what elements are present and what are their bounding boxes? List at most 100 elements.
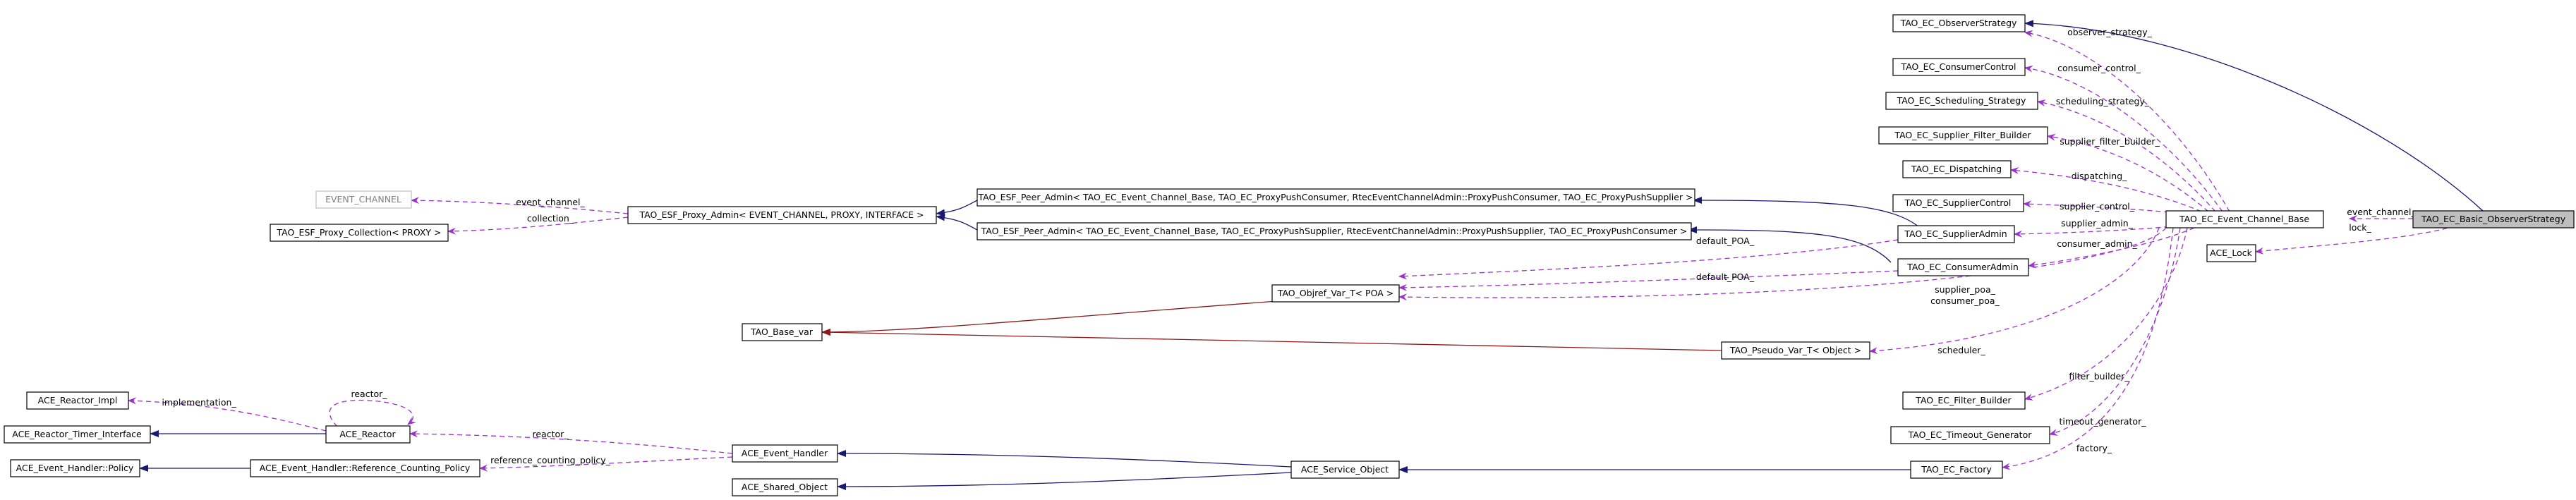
edge-label-collection: collection_	[527, 213, 574, 224]
node-supplier-admin[interactable]: TAO_EC_SupplierAdmin	[1897, 225, 2015, 243]
svg-text:TAO_EC_ConsumerAdmin: TAO_EC_ConsumerAdmin	[1906, 262, 2019, 272]
edge-filter-builder	[2024, 227, 2188, 401]
node-observer-strategy[interactable]: TAO_EC_ObserverStrategy	[1892, 14, 2026, 32]
svg-text:TAO_EC_Filter_Builder: TAO_EC_Filter_Builder	[1915, 395, 2012, 406]
edge-reactor-self	[329, 399, 416, 427]
edge-basic-observer-inherits-observer-strategy	[2024, 20, 2484, 212]
node-reactor-impl[interactable]: ACE_Reactor_Impl	[26, 391, 129, 410]
edge-peer-admin-consumer-inherits-proxy-admin	[936, 200, 978, 217]
svg-text:TAO_EC_Dispatching: TAO_EC_Dispatching	[1911, 164, 2002, 174]
svg-text:TAO_EC_ConsumerControl: TAO_EC_ConsumerControl	[1901, 61, 2016, 72]
edge-service-object-inherits-shared-object	[837, 472, 1292, 490]
svg-text:TAO_EC_Timeout_Generator: TAO_EC_Timeout_Generator	[1908, 429, 2033, 440]
node-reactor[interactable]: ACE_Reactor	[325, 425, 411, 444]
svg-text:ACE_Service_Object: ACE_Service_Object	[1301, 464, 1389, 475]
node-ec-factory[interactable]: TAO_EC_Factory	[1910, 461, 2003, 479]
svg-text:ACE_Lock: ACE_Lock	[2210, 248, 2252, 258]
svg-text:TAO_EC_SupplierControl: TAO_EC_SupplierControl	[1904, 197, 2012, 208]
edge-pseudo-var-to-base-var	[821, 329, 1722, 351]
svg-text:TAO_ESF_Proxy_Admin< EVENT_CHA: TAO_ESF_Proxy_Admin< EVENT_CHANNEL, PROX…	[639, 209, 924, 220]
edges	[128, 20, 2484, 490]
node-dispatching[interactable]: TAO_EC_Dispatching	[1902, 160, 2012, 178]
node-event-channel-base[interactable]: TAO_EC_Event_Channel_Base	[2165, 210, 2324, 228]
node-reference-counting-policy[interactable]: ACE_Event_Handler::Reference_Counting_Po…	[250, 459, 480, 477]
svg-text:TAO_EC_Factory: TAO_EC_Factory	[1921, 464, 1992, 475]
edge-supplier-admin-inherits-peer-admin	[1693, 197, 1920, 228]
node-consumer-control[interactable]: TAO_EC_ConsumerControl	[1892, 58, 2026, 76]
edge-labels: observer_strategy_ consumer_control_ sch…	[162, 27, 2416, 465]
node-base-var[interactable]: TAO_Base_var	[742, 323, 823, 341]
edge-scheduler	[1869, 227, 2160, 355]
edge-consumer-admin-inherits-peer-admin	[1688, 226, 1892, 263]
svg-text:TAO_EC_ObserverStrategy: TAO_EC_ObserverStrategy	[1900, 18, 2017, 28]
node-service-object[interactable]: ACE_Service_Object	[1290, 461, 1400, 479]
edge-observer-strategy	[2024, 30, 2230, 212]
node-shared-object[interactable]: ACE_Shared_Object	[732, 478, 838, 496]
svg-text:TAO_EC_Basic_ObserverStrategy: TAO_EC_Basic_ObserverStrategy	[2421, 214, 2566, 224]
svg-text:TAO_Base_var: TAO_Base_var	[750, 327, 814, 337]
edge-label-supplier-filter-builder: supplier_filter_builder_	[2060, 136, 2160, 147]
svg-text:ACE_Event_Handler::Policy: ACE_Event_Handler::Policy	[16, 463, 134, 473]
svg-text:EVENT_CHANNEL: EVENT_CHANNEL	[325, 194, 401, 205]
svg-text:TAO_EC_SupplierAdmin: TAO_EC_SupplierAdmin	[1904, 228, 2007, 239]
svg-text:TAO_EC_Scheduling_Strategy: TAO_EC_Scheduling_Strategy	[1897, 95, 2026, 106]
node-peer-admin-consumer[interactable]: TAO_ESF_Peer_Admin< TAO_EC_Event_Channel…	[976, 188, 1695, 207]
svg-text:ACE_Reactor_Impl: ACE_Reactor_Impl	[38, 395, 118, 406]
svg-text:ACE_Reactor: ACE_Reactor	[339, 429, 396, 439]
edge-reactor	[409, 430, 733, 454]
svg-text:TAO_Objref_Var_T< POA >: TAO_Objref_Var_T< POA >	[1277, 288, 1393, 298]
edge-label-consumer-control: consumer_control_	[2057, 63, 2141, 73]
edge-consumer-control	[2024, 65, 2223, 212]
edge-supplier-consumer-poa	[1398, 227, 2167, 301]
edge-label-factory: factory_	[2076, 443, 2112, 453]
node-scheduling-strategy[interactable]: TAO_EC_Scheduling_Strategy	[1885, 92, 2038, 110]
edge-scheduling-strategy	[2037, 99, 2216, 212]
edge-label-filter-builder: filter_builder_	[2069, 371, 2129, 382]
node-consumer-admin[interactable]: TAO_EC_ConsumerAdmin	[1897, 258, 2029, 276]
edge-reference-counting-policy	[479, 456, 733, 472]
svg-text:TAO_EC_Supplier_Filter_Builder: TAO_EC_Supplier_Filter_Builder	[1894, 130, 2031, 140]
node-event-channel-param[interactable]: EVENT_CHANNEL	[315, 190, 412, 209]
node-event-handler-policy[interactable]: ACE_Event_Handler::Policy	[10, 459, 140, 477]
edge-peer-admin-supplier-inherits-proxy-admin	[936, 214, 978, 231]
edge-objref-var-to-base-var	[821, 300, 1278, 336]
node-reactor-timer-interface[interactable]: ACE_Reactor_Timer_Interface	[4, 425, 151, 444]
edge-label-supplier-admin: supplier_admin_	[2061, 218, 2133, 228]
edge-label-default-poa-1: default_POA_	[1696, 236, 1755, 246]
edge-label-ec-event-channel: event_channel_	[516, 197, 585, 207]
node-timeout-generator[interactable]: TAO_EC_Timeout_Generator	[1890, 426, 2050, 444]
node-supplier-filter-builder[interactable]: TAO_EC_Supplier_Filter_Builder	[1878, 126, 2048, 145]
edge-label-event-channel: event_channel_	[2347, 207, 2416, 217]
node-filter-builder[interactable]: TAO_EC_Filter_Builder	[1902, 391, 2026, 410]
edge-default-poa-2	[1398, 270, 1899, 291]
svg-text:ACE_Event_Handler::Reference_C: ACE_Event_Handler::Reference_Counting_Po…	[260, 463, 471, 473]
edge-label-observer-strategy: observer_strategy_	[2067, 27, 2153, 37]
edge-label-supplier-control: supplier_control_	[2060, 201, 2135, 212]
svg-text:TAO_Pseudo_Var_T< Object >: TAO_Pseudo_Var_T< Object >	[1729, 345, 1861, 355]
edge-label-reactor-self: reactor_	[351, 389, 387, 399]
edge-label-supplier-poa: supplier_poa_	[1935, 284, 1996, 295]
edge-service-object-inherits-event-handler	[837, 450, 1292, 468]
node-proxy-collection[interactable]: TAO_ESF_Proxy_Collection< PROXY >	[270, 224, 449, 242]
node-ace-lock[interactable]: ACE_Lock	[2206, 244, 2256, 262]
edge-implementation	[128, 397, 327, 432]
nodes: TAO_EC_Basic_ObserverStrategy TAO_EC_Eve…	[4, 14, 2575, 496]
node-proxy-admin[interactable]: TAO_ESF_Proxy_Admin< EVENT_CHANNEL, PROX…	[627, 206, 937, 224]
node-supplier-control[interactable]: TAO_EC_SupplierControl	[1892, 194, 2024, 212]
node-event-handler[interactable]: ACE_Event_Handler	[732, 444, 838, 463]
node-peer-admin-supplier[interactable]: TAO_ESF_Peer_Admin< TAO_EC_Event_Channel…	[976, 222, 1692, 240]
edge-label-consumer-admin: consumer_admin_	[2057, 238, 2137, 249]
node-basic-observer-strategy[interactable]: TAO_EC_Basic_ObserverStrategy	[2412, 210, 2575, 228]
edge-label-reactor: reactor_	[532, 429, 569, 439]
edge-label-reference-counting-policy: reference_counting_policy_	[490, 455, 611, 465]
svg-text:TAO_ESF_Proxy_Collection< PROX: TAO_ESF_Proxy_Collection< PROXY >	[276, 227, 441, 238]
svg-text:TAO_ESF_Peer_Admin< TAO_EC_Eve: TAO_ESF_Peer_Admin< TAO_EC_Event_Channel…	[977, 192, 1693, 202]
edge-supplier-filter-builder	[2047, 133, 2209, 212]
svg-text:ACE_Reactor_Timer_Interface: ACE_Reactor_Timer_Interface	[12, 429, 142, 439]
svg-text:ACE_Shared_Object: ACE_Shared_Object	[742, 482, 828, 492]
svg-text:TAO_ESF_Peer_Admin< TAO_EC_Eve: TAO_ESF_Peer_Admin< TAO_EC_Event_Channel…	[981, 226, 1688, 236]
node-pseudo-var[interactable]: TAO_Pseudo_Var_T< Object >	[1721, 341, 1870, 360]
node-objref-var[interactable]: TAO_Objref_Var_T< POA >	[1271, 284, 1400, 303]
edge-label-scheduler: scheduler_	[1937, 345, 1985, 355]
